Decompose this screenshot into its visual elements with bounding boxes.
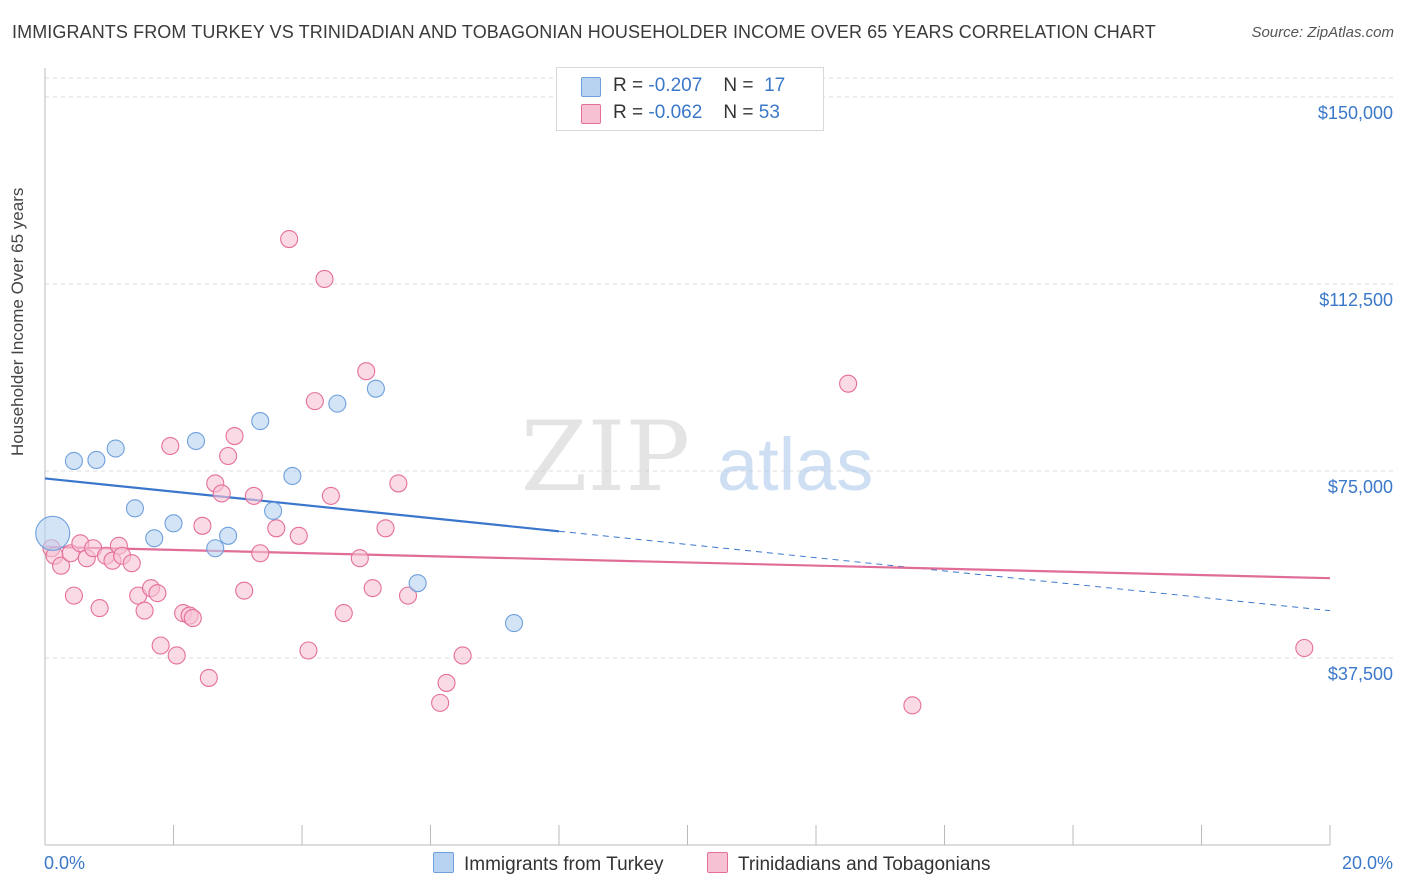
y-tick-label: $75,000 (1328, 477, 1393, 497)
point-trinidad (193, 516, 212, 535)
trend-line-trinidad (44, 545, 1331, 580)
point-trinidad (280, 229, 299, 249)
x-tick-label: 20.0% (1342, 853, 1393, 873)
point-trinidad (289, 526, 308, 545)
point-turkey (283, 466, 302, 485)
bottom-legend-turkey: Immigrants from Turkey (433, 852, 664, 876)
point-trinidad (90, 599, 109, 618)
axis-layer (44, 68, 1331, 846)
legend-n-label: N = (723, 102, 754, 123)
point-trinidad (299, 641, 318, 660)
point-trinidad (267, 519, 286, 538)
point-trinidad (305, 392, 324, 411)
bottom-legend-trinidad: Trinidadians and Tobagonians (707, 852, 990, 876)
point-trinidad (64, 586, 83, 605)
legend-n-value: 17 (764, 75, 786, 96)
point-trinidad (321, 486, 340, 505)
legend-swatch-pink (707, 852, 728, 873)
y-tick-label: $150,000 (1318, 103, 1393, 123)
point-trinidad (122, 554, 141, 573)
trend-line-turkey-extension (558, 530, 1331, 612)
point-trinidad (251, 544, 270, 563)
point-turkey (87, 450, 106, 470)
legend-n-value: 53 (758, 102, 780, 123)
chart-source: Source: ZipAtlas.com (1251, 24, 1394, 41)
correlation-legend: R = -0.207 N = 17 R = -0.062 N = 53 (556, 67, 824, 131)
point-trinidad (350, 549, 369, 568)
points-layer (35, 229, 1314, 715)
legend-r-value: -0.062 (648, 102, 703, 123)
point-turkey (206, 539, 225, 558)
point-trinidad (315, 269, 334, 288)
point-trinidad (199, 668, 218, 687)
legend-swatch-blue (581, 77, 601, 97)
point-trinidad (183, 609, 202, 628)
y-tick-label: $37,500 (1328, 664, 1393, 684)
point-turkey (145, 529, 164, 548)
legend-label-turkey: Immigrants from Turkey (464, 854, 664, 875)
point-turkey (219, 526, 238, 545)
point-turkey (264, 501, 283, 520)
point-turkey (408, 574, 427, 593)
y-axis-label: Householder Income Over 65 years (8, 187, 27, 456)
watermark-zip: ZIP (521, 401, 690, 513)
point-trinidad (334, 604, 353, 623)
point-trinidad (167, 646, 186, 665)
point-trinidad (363, 579, 382, 598)
point-trinidad (839, 374, 858, 393)
point-trinidad (431, 693, 450, 712)
point-trinidad (52, 556, 71, 575)
legend-r-label: R = (613, 102, 644, 123)
point-trinidad (219, 446, 238, 466)
point-trinidad (212, 484, 231, 503)
point-turkey (328, 394, 347, 413)
legend-n-label: N = (723, 75, 754, 96)
y-tick-label: $112,500 (1319, 290, 1393, 310)
point-turkey (106, 439, 125, 458)
point-trinidad (161, 436, 180, 456)
point-turkey (64, 451, 83, 471)
point-trinidad (225, 426, 244, 446)
legend-r-value: -0.207 (648, 75, 703, 96)
legend-swatch-blue (433, 852, 454, 873)
point-turkey (164, 514, 183, 533)
tick-label-layer: $37,500 $75,000 $112,500 $150,000 0.0% 20.0% (44, 103, 1393, 873)
chart-title: IMMIGRANTS FROM TURKEY VS TRINIDADIAN AN… (12, 22, 1156, 42)
point-turkey (125, 499, 144, 518)
legend-r-label: R = (613, 75, 644, 96)
legend-swatch-pink (581, 104, 601, 124)
point-trinidad (389, 474, 408, 493)
point-trinidad (357, 362, 376, 381)
point-trinidad (376, 519, 395, 538)
point-trinidad (244, 486, 263, 505)
point-trinidad (235, 581, 254, 600)
point-trinidad (398, 586, 418, 605)
point-turkey (504, 614, 524, 633)
point-trinidad (151, 636, 170, 655)
point-turkey (251, 412, 270, 431)
point-turkey (186, 431, 206, 451)
point-turkey (35, 515, 71, 551)
watermark-atlas: atlas (717, 423, 873, 506)
point-trinidad (437, 673, 456, 692)
point-turkey (366, 379, 385, 398)
grid-layer (45, 77, 1395, 659)
x-tick-label: 0.0% (44, 853, 85, 873)
point-trinidad (148, 584, 167, 603)
point-trinidad (135, 601, 154, 620)
point-trinidad (903, 696, 922, 715)
legend-label-trinidad: Trinidadians and Tobagonians (738, 854, 991, 875)
trend-line-turkey (44, 477, 560, 533)
point-trinidad (1295, 638, 1314, 658)
point-trinidad (453, 646, 472, 665)
